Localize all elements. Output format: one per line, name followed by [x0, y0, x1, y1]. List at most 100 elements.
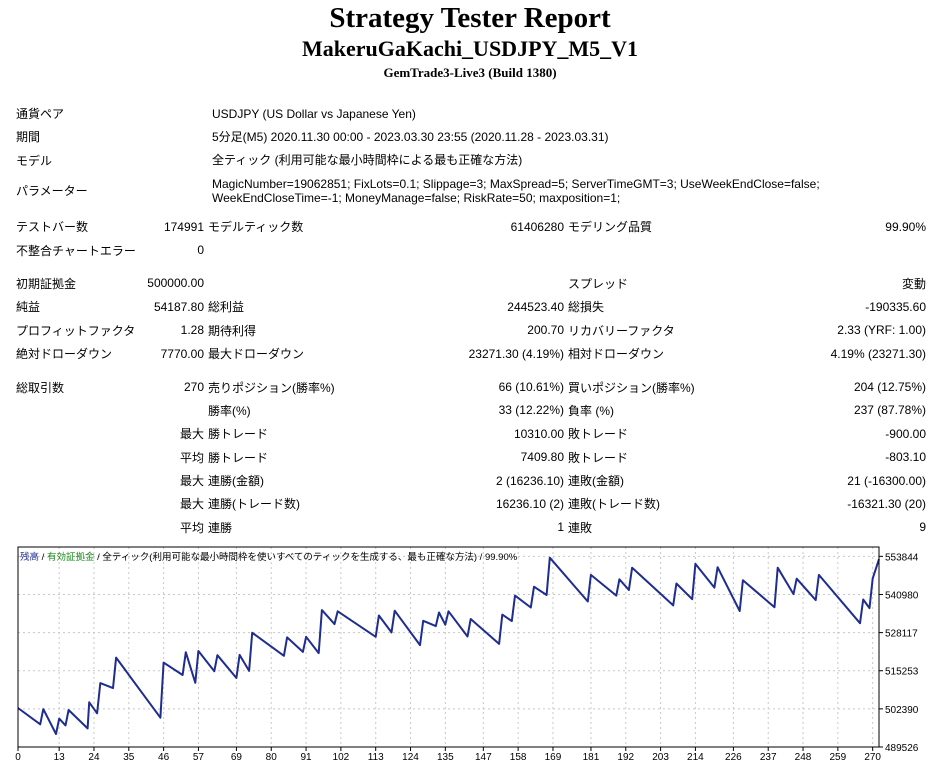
x-tick-label: 0: [15, 752, 21, 763]
avg-loss-label: 敗トレード: [568, 450, 629, 465]
stats-row: 最大 連勝(金額) 2 (16236.10) 連敗(金額) 21 (-16300…: [14, 469, 928, 492]
recovery-label: リカバリーファクタ: [568, 323, 675, 338]
x-tick-label: 13: [54, 752, 66, 763]
y-tick-label: 528117: [885, 629, 918, 640]
x-tick-label: 91: [300, 752, 312, 763]
info-row-period: 期間 5分足(M5) 2020.11.30 00:00 - 2023.03.30…: [14, 125, 928, 148]
stats-row: 勝率(%) 33 (12.22%) 負率 (%) 237 (87.78%): [14, 399, 928, 422]
largest-loss-label: 敗トレード: [568, 427, 629, 442]
x-tick-label: 158: [510, 752, 527, 763]
x-tick-label: 192: [617, 752, 634, 763]
gross-loss-label: 総損失: [568, 300, 605, 315]
largest-win-label: 勝トレード: [208, 427, 269, 442]
deposit-value: 500000.00: [147, 276, 204, 291]
win-rate-label: 勝率(%): [208, 403, 251, 418]
net-label: 純益: [16, 300, 41, 315]
short-value: 66 (10.61%): [498, 380, 564, 395]
chart-canvas: 0 13 24 35 46 57 69 80 91 102 113 124 135 147 158 169 18…: [15, 546, 919, 763]
x-tick-label: 124: [402, 752, 419, 763]
avg-cons-losses-label: 連敗: [568, 520, 593, 535]
short-label: 売りポジション(勝率%): [208, 380, 335, 395]
info-label: モデル: [16, 153, 53, 168]
recovery-value: 2.33 (YRF: 1.00): [837, 323, 926, 338]
info-label: 期間: [16, 130, 41, 145]
x-tick-label: 214: [687, 752, 704, 763]
gross-profit-value: 244523.40: [507, 299, 564, 314]
x-tick-label: 203: [652, 752, 669, 763]
settings-table: 通貨ペア USDJPY (US Dollar vs Japanese Yen) …: [14, 102, 928, 210]
stats-row: 平均 連勝 1 連敗 9: [14, 516, 928, 539]
bars-label: テストバー数: [16, 220, 89, 235]
legend-quality: 99.90%: [484, 552, 518, 563]
x-tick-label: 135: [437, 752, 454, 763]
long-label: 買いポジション(勝率%): [568, 380, 695, 395]
info-label: パラメーター: [16, 184, 88, 199]
x-tick-label: 181: [583, 752, 600, 763]
spread-label: スプレッド: [568, 276, 629, 291]
info-row-symbol: 通貨ペア USDJPY (US Dollar vs Japanese Yen): [14, 102, 928, 125]
x-tick-label: 248: [795, 752, 812, 763]
stats-row: プロフィットファクタ 1.28 期待利得 200.70 リカバリーファクタ 2.…: [14, 319, 928, 342]
cons-wins-amt-label: 連勝(金額): [208, 474, 264, 489]
info-value: MagicNumber=19062851; FixLots=0.1; Slipp…: [212, 176, 820, 205]
total-trades-value: 270: [183, 380, 204, 395]
x-tick-label: 259: [830, 752, 847, 763]
cons-losses-amt-value: 21 (-16300.00): [847, 473, 926, 488]
y-tick-label: 515253: [885, 667, 919, 678]
legend-model: 全ティック(利用可能な最小時間枠を使いすべてのティックを生成する、最も正確な方法…: [102, 552, 478, 563]
stats-row: 最大 連勝(トレード数) 16236.10 (2) 連敗(トレード数) -163…: [14, 492, 928, 515]
info-value: USDJPY (US Dollar vs Japanese Yen): [212, 106, 416, 121]
x-tick-label: 270: [864, 752, 881, 763]
mismatch-value: 0: [197, 243, 204, 258]
largest-loss-value: -900.00: [885, 426, 926, 441]
rel-dd-label: 相対ドローダウン: [568, 347, 665, 362]
stats-row: テストバー数 174991 モデルティック数 61406280 モデリング品質 …: [14, 215, 928, 238]
cons-losses-cnt-label: 連敗(トレード数): [568, 497, 660, 512]
stats-row: 最大 勝トレード 10310.00 敗トレード -900.00: [14, 422, 928, 445]
max-dd-value: 23271.30 (4.19%): [468, 346, 564, 361]
x-tick-label: 69: [231, 752, 243, 763]
info-value: 全ティック (利用可能な最小時間枠による最も正確な方法): [212, 153, 523, 168]
bars-value: 174991: [163, 219, 204, 234]
loss-rate-label: 負率 (%): [568, 403, 614, 418]
largest-label: 最大: [179, 497, 204, 512]
avg-cons-wins-value: 1: [557, 520, 564, 535]
gross-profit-label: 総利益: [208, 300, 245, 315]
y-tick-label: 540980: [885, 590, 919, 601]
y-tick-label: 553844: [885, 552, 919, 563]
x-tick-label: 80: [266, 752, 278, 763]
deposit-label: 初期証拠金: [16, 276, 77, 291]
cons-wins-cnt-value: 16236.10 (2): [495, 496, 564, 511]
quality-value: 99.90%: [885, 219, 926, 234]
stats-table: テストバー数 174991 モデルティック数 61406280 モデリング品質 …: [14, 215, 928, 539]
avg-cons-losses-value: 9: [919, 520, 926, 535]
x-tick-label: 24: [88, 752, 100, 763]
gross-loss-value: -190335.60: [865, 299, 926, 314]
x-tick-label: 147: [475, 752, 492, 763]
balance-chart: 残高 / 有効証拠金 / 全ティック(利用可能な最小時間枠を使いすべてのティック…: [15, 545, 937, 764]
stats-row: 総取引数 270 売りポジション(勝率%) 66 (10.61%) 買いポジショ…: [14, 375, 928, 398]
legend-balance: 残高: [20, 552, 40, 563]
stats-row: 絶対ドローダウン 7770.00 最大ドローダウン 23271.30 (4.19…: [14, 342, 928, 365]
stats-row: 純益 54187.80 総利益 244523.40 総損失 -190335.60: [14, 295, 928, 318]
loss-rate-value: 237 (87.78%): [853, 403, 926, 418]
cons-losses-cnt-value: -16321.30 (20): [847, 496, 926, 511]
stats-row: 平均 勝トレード 7409.80 敗トレード -803.10: [14, 446, 928, 469]
pf-value: 1.28: [180, 323, 204, 338]
avg-win-value: 7409.80: [520, 450, 564, 465]
win-rate-value: 33 (12.22%): [498, 403, 564, 418]
info-value: 5分足(M5) 2020.11.30 00:00 - 2023.03.30 23…: [212, 129, 609, 144]
pf-label: プロフィットファクタ: [16, 323, 136, 338]
y-tick-label: 502390: [885, 705, 919, 716]
mismatch-label: 不整合チャートエラー: [16, 243, 136, 258]
abs-dd-label: 絶対ドローダウン: [16, 347, 113, 362]
legend-equity: 有効証拠金: [46, 552, 95, 563]
stats-row: 不整合チャートエラー 0: [14, 238, 928, 261]
ea-name: MakeruGaKachi_USDJPY_M5_V1: [301, 36, 639, 61]
spread-value: 変動: [901, 276, 926, 291]
y-tick-label: 489526: [885, 743, 919, 754]
server-build: GemTrade3-Live3 (Build 1380): [383, 65, 557, 80]
x-tick-label: 102: [333, 752, 350, 763]
largest-label: 最大: [179, 474, 204, 489]
quality-label: モデリング品質: [568, 220, 653, 235]
